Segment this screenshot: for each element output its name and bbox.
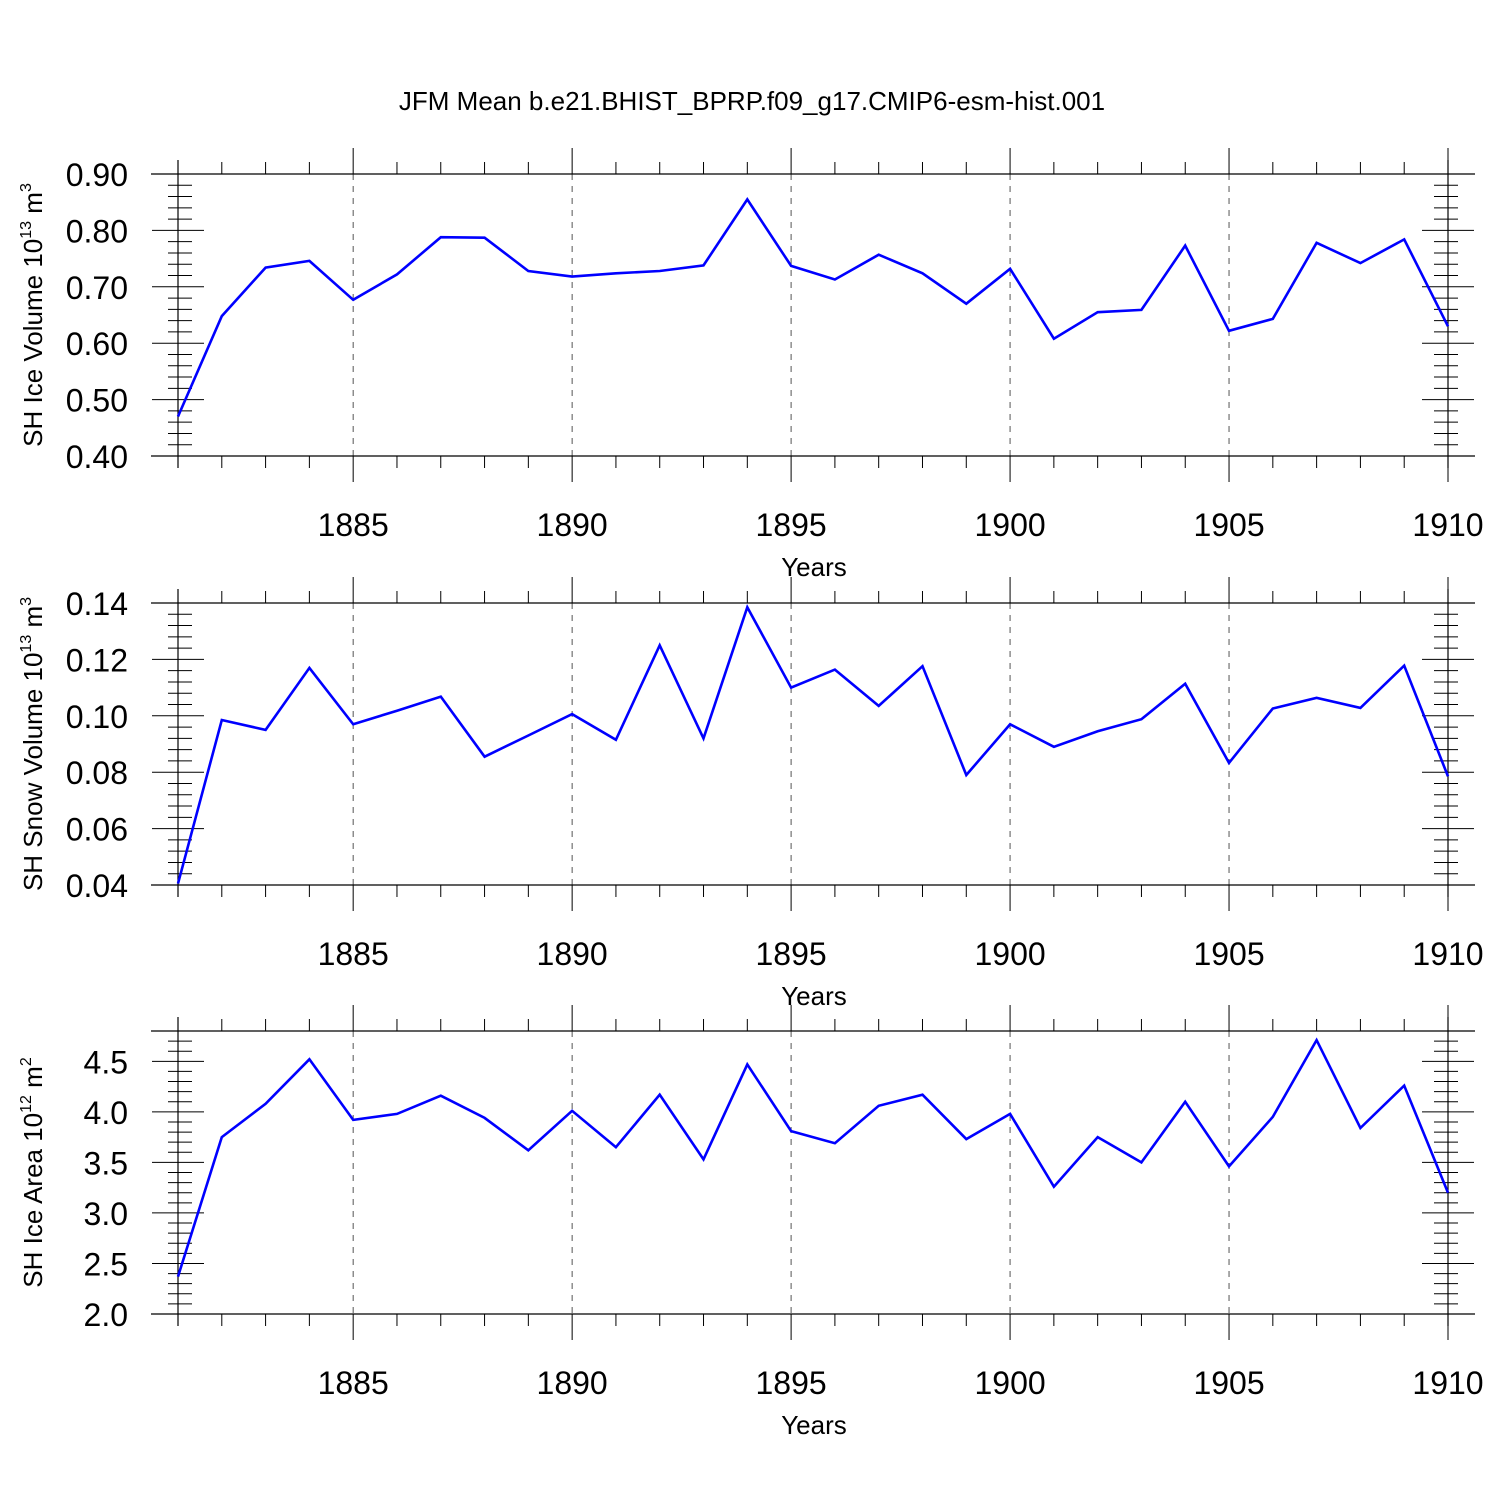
panel-2: 1885 1890 1895 1900 1905 1910 0.04 0.06 0.08 0.10… <box>18 577 1484 1011</box>
y-tick-label: 0.70 <box>66 270 128 306</box>
x-tick-label: 1900 <box>974 936 1045 972</box>
y-axis-label-superscript: 3 <box>18 597 35 606</box>
x-tick-label: 1910 <box>1412 507 1483 543</box>
x-tick-label: 1905 <box>1193 1365 1264 1401</box>
y-axis-label-part: m <box>18 192 48 221</box>
x-tick-label: 1910 <box>1412 936 1483 972</box>
y-axis-label-part: m <box>18 606 48 635</box>
panel-1: 1885 1890 1895 1900 1905 1910 0.40 0.50 0.60 0.70… <box>18 148 1484 582</box>
x-axis-label: Years <box>781 1410 847 1440</box>
x-tick-label: 1885 <box>318 936 389 972</box>
panels: 1885 1890 1895 1900 1905 1910 0.40 0.50 0.60 0.70… <box>18 148 1484 1440</box>
y-axis-label-part: m <box>18 1066 48 1095</box>
x-tick-label: 1900 <box>974 1365 1045 1401</box>
series-line <box>176 1037 1450 1277</box>
y-axis-label: SH Ice Volume 1013 m3 <box>18 183 48 447</box>
x-axis-label: Years <box>781 981 847 1011</box>
x-tick-label: 1895 <box>756 1365 827 1401</box>
y-tick-label: 0.50 <box>66 383 128 419</box>
y-tick-label: 2.5 <box>84 1246 128 1282</box>
x-tick-label: 1890 <box>537 936 608 972</box>
x-tick-label: 1885 <box>318 1365 389 1401</box>
y-tick-label: 0.04 <box>66 868 128 904</box>
y-axis-label-part: SH Ice Area 10 <box>18 1113 48 1288</box>
x-tick-label: 1905 <box>1193 936 1264 972</box>
series-line <box>176 197 1450 418</box>
y-axis-label-superscript: 3 <box>18 183 35 192</box>
figure-title: JFM Mean b.e21.BHIST_BPRP.f09_g17.CMIP6-… <box>399 86 1105 116</box>
y-axis-label-superscript: 12 <box>18 1095 35 1113</box>
y-tick-label: 0.10 <box>66 699 128 735</box>
y-tick-label: 4.0 <box>84 1095 128 1131</box>
y-axis-label-part: SH Snow Volume 10 <box>18 653 48 891</box>
y-tick-label: 3.5 <box>84 1145 128 1181</box>
y-axis-label-superscript: 13 <box>18 635 35 653</box>
y-tick-label: 0.90 <box>66 157 128 193</box>
y-tick-label: 4.5 <box>84 1044 128 1080</box>
y-axis-label-superscript: 2 <box>18 1057 35 1066</box>
panel-3: 1885 1890 1895 1900 1905 1910 2.0 2.5 3.0 3.5 4.0 4… <box>18 1005 1484 1440</box>
y-tick-label: 0.60 <box>66 326 128 362</box>
x-axis-label: Years <box>781 552 847 582</box>
x-tick-label: 1890 <box>537 1365 608 1401</box>
y-tick-label: 0.12 <box>66 642 128 678</box>
y-tick-label: 0.08 <box>66 755 128 791</box>
x-tick-label: 1905 <box>1193 507 1264 543</box>
series-line <box>176 603 1450 884</box>
y-axis-label-superscript: 13 <box>18 221 35 239</box>
x-tick-label: 1890 <box>537 507 608 543</box>
y-tick-label: 3.0 <box>84 1196 128 1232</box>
x-tick-label: 1895 <box>756 507 827 543</box>
x-tick-label: 1895 <box>756 936 827 972</box>
x-tick-label: 1885 <box>318 507 389 543</box>
y-tick-label: 0.80 <box>66 213 128 249</box>
y-axis-label: SH Snow Volume 1013 m3 <box>18 597 48 891</box>
y-tick-label: 0.14 <box>66 586 128 622</box>
y-tick-label: 2.0 <box>84 1297 128 1333</box>
x-tick-label: 1900 <box>974 507 1045 543</box>
y-axis-label-part: SH Ice Volume 10 <box>18 239 48 447</box>
y-axis-label: SH Ice Area 1012 m2 <box>18 1057 48 1288</box>
y-tick-label: 0.40 <box>66 439 128 475</box>
y-tick-label: 0.06 <box>66 812 128 848</box>
x-tick-label: 1910 <box>1412 1365 1483 1401</box>
